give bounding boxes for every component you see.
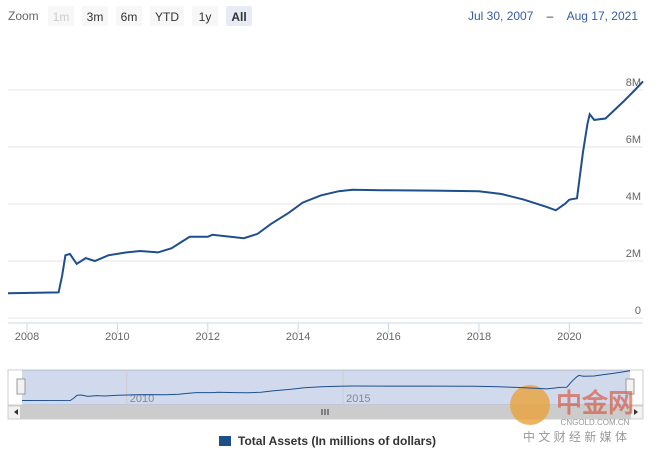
navigator-handle[interactable] <box>625 378 635 395</box>
range-button[interactable]: All <box>226 6 252 26</box>
y-tick-label: 4M <box>626 191 641 203</box>
watermark-logo-icon <box>510 385 550 425</box>
x-tick-label: 2016 <box>376 331 400 343</box>
series-line <box>7 80 644 295</box>
range-button-bg <box>150 6 184 26</box>
scroll-grip <box>321 409 329 415</box>
range-button[interactable]: 1y <box>192 6 218 26</box>
date-from[interactable]: Jul 30, 2007 <box>468 9 534 23</box>
x-tick-label: 2010 <box>105 331 129 343</box>
scroll-left-arrow[interactable] <box>14 409 18 415</box>
watermark-site: CNGOLD.COM.CN <box>561 418 630 427</box>
range-button-bg <box>82 6 108 26</box>
scroll-right-arrow[interactable] <box>634 409 638 415</box>
date-to[interactable]: Aug 17, 2021 <box>567 9 639 23</box>
x-tick-label: 2012 <box>196 331 220 343</box>
navigator-line <box>21 370 631 401</box>
x-tick-label: 2020 <box>557 331 581 343</box>
range-button[interactable]: YTD <box>150 6 184 26</box>
watermark-logo: 中金网 <box>556 388 634 418</box>
y-tick-label: 2M <box>626 248 641 260</box>
range-button[interactable]: 3m <box>82 6 108 26</box>
legend-symbol <box>219 436 231 446</box>
navigator-tick-label: 2010 <box>130 393 154 405</box>
navigator-tick-label: 2015 <box>346 393 370 405</box>
y-tick-label: 0 <box>635 305 641 317</box>
date-separator: – <box>547 9 554 23</box>
x-tick-label: 2014 <box>286 331 310 343</box>
watermark-slogan: 中 文 财 经 新 媒 体 <box>523 429 627 444</box>
y-tick-label: 6M <box>626 134 641 146</box>
range-button-label: 1y <box>199 10 212 24</box>
navigator-handle[interactable] <box>16 378 26 395</box>
range-button-bg <box>226 6 252 26</box>
range-button-bg <box>48 6 74 26</box>
y-tick-label: 8M <box>626 77 641 89</box>
range-button[interactable]: 6m <box>116 6 142 26</box>
range-button[interactable]: 1m <box>48 6 74 26</box>
x-tick-label: 2018 <box>467 331 491 343</box>
range-button-bg <box>192 6 218 26</box>
legend-label: Total Assets (In millions of dollars) <box>238 434 436 448</box>
range-button-label: 3m <box>87 10 104 24</box>
x-tick-label: 2008 <box>15 331 39 343</box>
range-button-label: 6m <box>121 10 138 24</box>
zoom-label: Zoom <box>8 9 39 23</box>
range-button-label: All <box>231 10 246 24</box>
range-button-label: YTD <box>155 10 179 24</box>
range-button-label: 1m <box>53 10 70 24</box>
range-button-bg <box>116 6 142 26</box>
